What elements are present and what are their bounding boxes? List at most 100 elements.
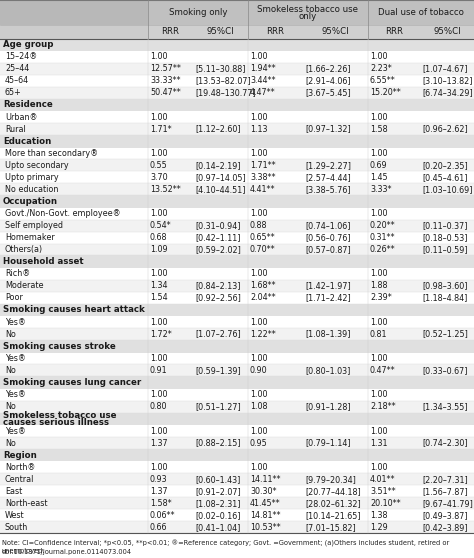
Text: 0.88: 0.88	[250, 221, 267, 230]
Text: 20.10**: 20.10**	[370, 499, 401, 508]
Text: only: only	[299, 12, 317, 21]
Text: [0.14–2.19]: [0.14–2.19]	[195, 161, 241, 170]
Text: 1.71**: 1.71**	[250, 161, 275, 170]
Text: East: East	[5, 487, 22, 496]
Text: [0.91–1.28]: [0.91–1.28]	[305, 402, 351, 411]
Text: [0.97–1.32]: [0.97–1.32]	[305, 124, 351, 133]
Text: 1.45: 1.45	[370, 173, 388, 182]
Text: Household asset: Household asset	[3, 257, 83, 266]
Text: [0.52–1.25]: [0.52–1.25]	[422, 330, 468, 339]
Text: 0.81: 0.81	[370, 330, 388, 339]
Text: 1.00: 1.00	[150, 354, 167, 363]
Text: RRR: RRR	[385, 27, 403, 36]
Text: 1.00: 1.00	[250, 52, 267, 61]
Text: 1.00: 1.00	[370, 463, 388, 472]
Text: 1.00: 1.00	[370, 354, 388, 363]
Text: 1.38: 1.38	[370, 511, 388, 519]
Text: Yes®: Yes®	[5, 427, 26, 436]
Bar	[0, 268, 474, 280]
Text: Yes®: Yes®	[5, 354, 26, 363]
Text: Smoking causes stroke: Smoking causes stroke	[3, 342, 116, 351]
Text: 1.29: 1.29	[370, 523, 388, 532]
Text: [1.08–2.31]: [1.08–2.31]	[195, 499, 240, 508]
Text: 1.00: 1.00	[150, 270, 167, 278]
Text: Yes®: Yes®	[5, 318, 26, 326]
Text: 1.72*: 1.72*	[150, 330, 172, 339]
Text: 15.20**: 15.20**	[370, 88, 401, 97]
Bar	[0, 111, 474, 123]
Bar	[0, 461, 474, 473]
Text: 2.23*: 2.23*	[370, 64, 392, 74]
Text: 0.66: 0.66	[150, 523, 167, 532]
Text: 1.00: 1.00	[370, 149, 388, 158]
Text: 1.00: 1.00	[150, 113, 167, 122]
Bar	[0, 497, 474, 509]
Text: [1.12–2.60]: [1.12–2.60]	[195, 124, 241, 133]
Bar	[0, 63, 474, 75]
Text: 4.41**: 4.41**	[250, 185, 275, 194]
Text: [5.11–30.88]: [5.11–30.88]	[195, 64, 246, 74]
Bar	[0, 39, 474, 51]
Text: [13.53–82.07]: [13.53–82.07]	[195, 76, 251, 85]
Text: 45–64: 45–64	[5, 76, 29, 85]
Text: 1.00: 1.00	[250, 149, 267, 158]
Text: [0.59–2.02]: [0.59–2.02]	[195, 245, 241, 254]
Text: [6.74–34.29]: [6.74–34.29]	[422, 88, 473, 97]
Text: 1.00: 1.00	[150, 427, 167, 436]
Text: 1.00: 1.00	[250, 463, 267, 472]
Text: Urban®: Urban®	[5, 113, 37, 122]
Bar	[0, 364, 474, 377]
Text: 95%CI: 95%CI	[207, 27, 234, 36]
Text: [1.34–3.55]: [1.34–3.55]	[422, 402, 468, 411]
Text: Moderate: Moderate	[5, 281, 44, 290]
Text: 3.33*: 3.33*	[370, 185, 392, 194]
Text: 1.54: 1.54	[150, 294, 168, 302]
Text: [0.59–1.39]: [0.59–1.39]	[195, 366, 241, 375]
Text: 3.38**: 3.38**	[250, 173, 275, 182]
Text: [9.67–41.79]: [9.67–41.79]	[422, 499, 473, 508]
Text: 0.20**: 0.20**	[370, 221, 396, 230]
Bar	[0, 147, 474, 160]
Text: 0.95: 0.95	[250, 439, 268, 448]
Bar	[0, 437, 474, 449]
Text: More than secondary®: More than secondary®	[5, 149, 98, 158]
Text: [0.79–1.14]: [0.79–1.14]	[305, 439, 351, 448]
Text: 1.31: 1.31	[370, 439, 388, 448]
Text: 1.00: 1.00	[250, 113, 267, 122]
Text: 0.65**: 0.65**	[250, 233, 275, 242]
Bar	[0, 171, 474, 184]
Text: 1.00: 1.00	[250, 427, 267, 436]
Text: North®: North®	[5, 463, 36, 472]
Text: [0.74–2.30]: [0.74–2.30]	[422, 439, 468, 448]
Text: 1.00: 1.00	[370, 390, 388, 400]
Text: Note: CI=Confidence interval; *p<0.05, **p<0.01; ®=Reference category; Govt. =Go: Note: CI=Confidence interval; *p<0.05, *…	[2, 540, 449, 554]
Text: 1.00: 1.00	[150, 149, 167, 158]
Text: [0.74–1.06]: [0.74–1.06]	[305, 221, 350, 230]
Bar	[0, 135, 474, 147]
Bar	[0, 473, 474, 485]
Text: 1.88: 1.88	[370, 281, 388, 290]
Text: 0.47**: 0.47**	[370, 366, 396, 375]
Text: [1.42–1.97]: [1.42–1.97]	[305, 281, 351, 290]
Text: [3.67–5.45]: [3.67–5.45]	[305, 88, 351, 97]
Text: 0.55: 0.55	[150, 161, 168, 170]
Text: Residence: Residence	[3, 100, 53, 109]
Text: Yes®: Yes®	[5, 390, 26, 400]
Bar	[0, 99, 474, 111]
Text: [0.42–1.11]: [0.42–1.11]	[195, 233, 240, 242]
Text: Region: Region	[3, 451, 37, 460]
Text: 15–24®: 15–24®	[5, 52, 37, 61]
Text: Upto primary: Upto primary	[5, 173, 59, 182]
Text: 1.94**: 1.94**	[250, 64, 275, 74]
Text: 14.81**: 14.81**	[250, 511, 281, 519]
Text: Age group: Age group	[3, 40, 54, 49]
Text: [0.49–3.87]: [0.49–3.87]	[422, 511, 468, 519]
Text: [7.01–15.82]: [7.01–15.82]	[305, 523, 356, 532]
Text: 2.18**: 2.18**	[370, 402, 396, 411]
Text: 65+: 65+	[5, 88, 22, 97]
Text: [1.07–4.67]: [1.07–4.67]	[422, 64, 468, 74]
Text: No: No	[5, 330, 16, 339]
Bar	[0, 0, 474, 25]
Text: Central: Central	[5, 475, 35, 484]
Text: RRR: RRR	[266, 27, 284, 36]
